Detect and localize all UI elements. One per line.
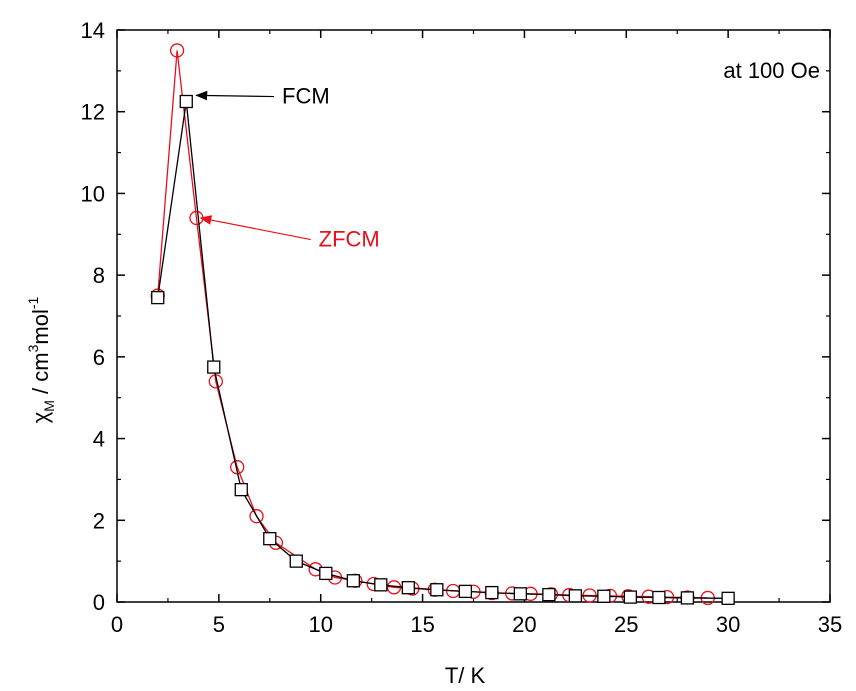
x-tick-label: 30 — [716, 612, 740, 637]
field-annotation: at 100 Oe — [723, 58, 820, 83]
y-axis-label-sup1: 3 — [25, 344, 41, 352]
y-tick-label: 4 — [93, 427, 105, 452]
plot-area-border — [116, 29, 831, 603]
data-point-zfcm — [169, 43, 185, 58]
data-point-fcm — [458, 584, 473, 599]
data-point-fcm — [401, 581, 415, 595]
x-axis-label: T/ K — [445, 663, 486, 688]
data-point-fcm — [289, 554, 303, 568]
data-point-fcm — [263, 532, 277, 546]
y-tick-label: 2 — [93, 508, 105, 533]
data-point-fcm — [513, 587, 528, 601]
y-axis-label-subscript: M — [41, 400, 57, 412]
annotation-label-zfcm: ZFCM — [319, 227, 380, 252]
data-point-fcm — [179, 94, 193, 109]
y-axis-label: χM / cm3mol-1 — [25, 296, 57, 423]
data-point-fcm — [680, 591, 695, 605]
x-tick-label: 5 — [213, 612, 225, 637]
annotation-arrow-zfcm — [199, 215, 311, 241]
data-point-fcm — [721, 591, 735, 605]
x-tick-label: 15 — [410, 612, 434, 637]
y-axis-label-unit: / cm — [28, 352, 53, 400]
x-tick-label: 25 — [614, 612, 638, 637]
y-tick-label: 8 — [93, 263, 105, 288]
data-point-fcm — [151, 290, 165, 305]
data-point-fcm — [234, 482, 248, 497]
x-tick-label: 0 — [111, 612, 123, 637]
data-point-fcm — [346, 574, 360, 588]
annotation-arrow-fcm — [195, 90, 275, 101]
data-point-zfcm — [249, 509, 264, 524]
data-point-fcm — [430, 583, 444, 597]
series-zfcm — [150, 43, 715, 606]
y-axis-label-sup2: -1 — [25, 296, 41, 309]
y-tick-label: 12 — [81, 100, 105, 125]
y-axis-label-symbol: χ — [28, 411, 53, 423]
data-point-fcm — [597, 589, 611, 603]
y-tick-label: 14 — [81, 18, 105, 43]
y-axis-label-mol: mol — [28, 309, 53, 344]
y-tick-label: 6 — [93, 345, 105, 370]
annotation-label-fcm: FCM — [282, 84, 330, 109]
x-tick-label: 20 — [512, 612, 536, 637]
y-tick-label: 0 — [93, 590, 105, 615]
series-fcm — [151, 94, 735, 605]
data-point-fcm — [319, 566, 333, 581]
series-line-zfcm — [157, 50, 708, 599]
x-tick-label: 10 — [308, 612, 332, 637]
x-tick-label: 35 — [818, 612, 842, 637]
data-point-fcm — [568, 589, 583, 603]
data-point-fcm — [207, 360, 221, 374]
data-point-fcm — [542, 587, 556, 602]
data-point-fcm — [652, 590, 666, 605]
data-point-fcm — [623, 590, 638, 604]
y-tick-label: 10 — [81, 181, 105, 206]
series-line-fcm — [157, 101, 729, 599]
data-point-fcm — [374, 578, 388, 592]
data-point-fcm — [485, 585, 499, 600]
